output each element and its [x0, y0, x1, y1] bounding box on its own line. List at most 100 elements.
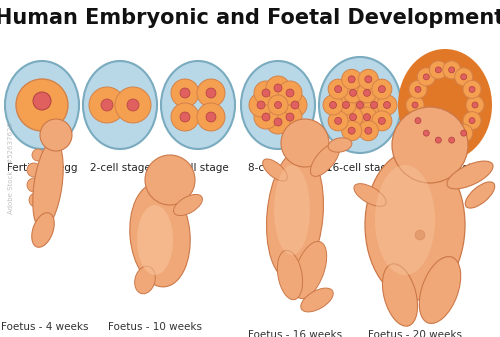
- Circle shape: [392, 107, 468, 183]
- Circle shape: [364, 95, 384, 115]
- Ellipse shape: [365, 150, 465, 300]
- Text: 8-cell stage: 8-cell stage: [248, 163, 308, 173]
- Circle shape: [442, 61, 460, 79]
- Circle shape: [343, 83, 363, 103]
- Circle shape: [334, 86, 342, 93]
- Circle shape: [180, 112, 190, 122]
- Ellipse shape: [262, 159, 287, 181]
- Circle shape: [469, 118, 475, 124]
- Circle shape: [358, 121, 378, 141]
- Circle shape: [406, 96, 424, 114]
- Ellipse shape: [375, 165, 435, 275]
- Circle shape: [330, 101, 336, 109]
- Circle shape: [262, 89, 270, 97]
- Circle shape: [365, 76, 372, 83]
- Circle shape: [115, 87, 151, 123]
- Circle shape: [448, 67, 454, 73]
- Ellipse shape: [420, 256, 461, 324]
- Ellipse shape: [33, 141, 63, 229]
- Circle shape: [356, 101, 364, 109]
- Ellipse shape: [354, 184, 386, 206]
- Circle shape: [197, 79, 225, 107]
- Circle shape: [274, 101, 281, 109]
- Circle shape: [343, 107, 363, 127]
- Circle shape: [350, 114, 356, 121]
- Circle shape: [171, 103, 199, 131]
- Circle shape: [358, 69, 378, 89]
- Circle shape: [348, 76, 355, 83]
- Text: 16-cell stage: 16-cell stage: [326, 163, 394, 173]
- Circle shape: [409, 112, 427, 130]
- Ellipse shape: [382, 264, 418, 326]
- Circle shape: [377, 95, 397, 115]
- Circle shape: [442, 131, 460, 149]
- Circle shape: [430, 131, 448, 149]
- Circle shape: [268, 95, 288, 115]
- Text: 2-cell stage: 2-cell stage: [90, 163, 150, 173]
- Text: Blastocyst: Blastocyst: [418, 163, 472, 173]
- Circle shape: [278, 81, 302, 105]
- Circle shape: [266, 110, 290, 134]
- Circle shape: [350, 89, 356, 96]
- Circle shape: [281, 119, 329, 167]
- Circle shape: [342, 121, 361, 141]
- Circle shape: [412, 102, 418, 108]
- Circle shape: [32, 149, 44, 161]
- Circle shape: [328, 111, 348, 131]
- Ellipse shape: [294, 241, 326, 299]
- Circle shape: [454, 68, 472, 86]
- Circle shape: [27, 178, 41, 192]
- Circle shape: [145, 155, 195, 205]
- Circle shape: [415, 118, 421, 124]
- Text: 4-cell stage: 4-cell stage: [168, 163, 228, 173]
- Circle shape: [472, 102, 478, 108]
- Circle shape: [454, 124, 472, 142]
- Ellipse shape: [174, 194, 203, 216]
- Ellipse shape: [328, 138, 352, 152]
- Circle shape: [409, 81, 427, 98]
- Circle shape: [283, 93, 307, 117]
- Circle shape: [424, 74, 430, 80]
- Circle shape: [278, 105, 302, 129]
- Circle shape: [101, 99, 113, 111]
- Circle shape: [89, 87, 125, 123]
- Ellipse shape: [274, 165, 310, 255]
- Ellipse shape: [5, 61, 79, 149]
- Circle shape: [351, 96, 369, 114]
- Circle shape: [27, 163, 41, 177]
- Ellipse shape: [32, 213, 54, 247]
- Circle shape: [323, 95, 343, 115]
- Circle shape: [460, 130, 466, 136]
- Circle shape: [286, 89, 294, 97]
- Ellipse shape: [278, 250, 302, 300]
- Text: Adobe Stock | #52637629: Adobe Stock | #52637629: [8, 123, 15, 214]
- Circle shape: [257, 101, 265, 109]
- Text: Human Embryonic and Foetal Development: Human Embryonic and Foetal Development: [0, 8, 500, 28]
- Ellipse shape: [310, 144, 340, 176]
- Circle shape: [348, 127, 355, 134]
- Text: Foetus - 10 weeks: Foetus - 10 weeks: [108, 322, 202, 332]
- Circle shape: [274, 84, 282, 92]
- Circle shape: [357, 107, 377, 127]
- Circle shape: [127, 99, 139, 111]
- Circle shape: [40, 119, 72, 151]
- Circle shape: [469, 86, 475, 92]
- Circle shape: [415, 230, 425, 240]
- Circle shape: [286, 113, 294, 121]
- Circle shape: [254, 81, 278, 105]
- Text: Fertilized egg: Fertilized egg: [7, 163, 77, 173]
- Circle shape: [328, 79, 348, 99]
- Ellipse shape: [130, 183, 190, 287]
- Circle shape: [365, 127, 372, 134]
- Circle shape: [274, 118, 282, 126]
- Circle shape: [197, 103, 225, 131]
- Circle shape: [364, 89, 370, 96]
- Circle shape: [463, 81, 481, 98]
- Circle shape: [206, 88, 216, 98]
- Circle shape: [372, 111, 392, 131]
- Circle shape: [463, 112, 481, 130]
- Circle shape: [336, 95, 356, 115]
- Circle shape: [364, 114, 370, 121]
- Ellipse shape: [83, 61, 157, 149]
- Ellipse shape: [406, 58, 484, 152]
